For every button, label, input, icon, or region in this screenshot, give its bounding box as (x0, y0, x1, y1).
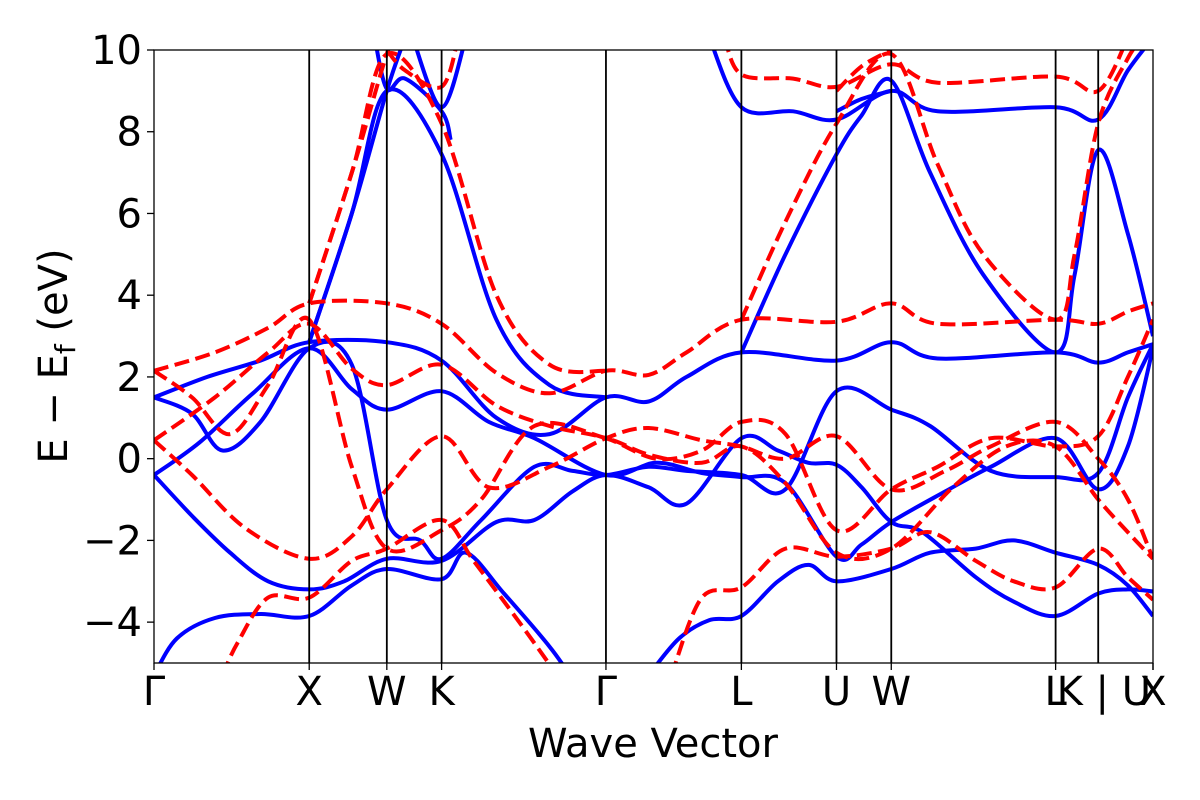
y-axis-label-subscript: f (49, 343, 82, 354)
y-tick-label-7: 8 (117, 110, 142, 156)
high-symmetry-lines (308, 50, 1100, 663)
x-tick-label-3: W (367, 669, 407, 715)
plot-frame (153, 49, 1154, 664)
dashed-band-8 (307, 51, 607, 375)
x-tick-label-9: L (1044, 669, 1067, 715)
x-tick-label-10: K | U (1057, 669, 1151, 715)
solid-band-12 (739, 76, 1153, 355)
x-tick-label-6: L (730, 669, 753, 715)
y-tick-label-3: 0 (117, 437, 142, 483)
x-tick-label-5: Γ (595, 669, 618, 715)
y-tick-label-5: 4 (117, 273, 142, 319)
solid-band-1 (154, 433, 1153, 619)
x-tick-label-4: K (428, 669, 456, 715)
y-axis-label: E − Ef (eV) (31, 248, 82, 463)
y-axis-ticks: −4 −2 0 2 4 6 8 10 (83, 28, 154, 646)
solid-band-13 (835, 88, 892, 114)
y-tick-label-1: −4 (83, 600, 142, 646)
y-axis-label-suffix: (eV) (31, 248, 77, 344)
solid-band-11 (711, 50, 1146, 123)
y-tick-label-8: 10 (91, 28, 142, 74)
dashed-band-12 (835, 50, 893, 93)
x-tick-label-8: W (871, 669, 911, 715)
x-tick-label-7: U (822, 669, 851, 715)
dashed-band-9 (385, 50, 458, 90)
y-tick-label-2: −2 (83, 518, 142, 564)
solid-band-9 (374, 50, 453, 141)
x-tick-label-11: X (1139, 669, 1166, 715)
solid-band-5 (158, 550, 565, 663)
dashed-band-5 (225, 517, 551, 663)
y-axis-label-prefix: E − E (31, 354, 77, 464)
y-tick-label-6: 6 (117, 191, 142, 237)
dashed-band-10 (726, 50, 1125, 95)
dashed-band-1 (154, 419, 1153, 561)
x-tick-label-1: Γ (143, 669, 166, 715)
y-tick-label-4: 2 (117, 355, 142, 401)
dashed-band-6 (673, 530, 1153, 663)
solid-band-8 (307, 87, 607, 400)
x-tick-label-2: X (296, 669, 323, 715)
x-axis-ticks: Γ X W K Γ L U W LK | UX (143, 663, 1167, 715)
x-axis-label: Wave Vector (528, 721, 779, 767)
dashed-band-11 (739, 50, 1136, 322)
